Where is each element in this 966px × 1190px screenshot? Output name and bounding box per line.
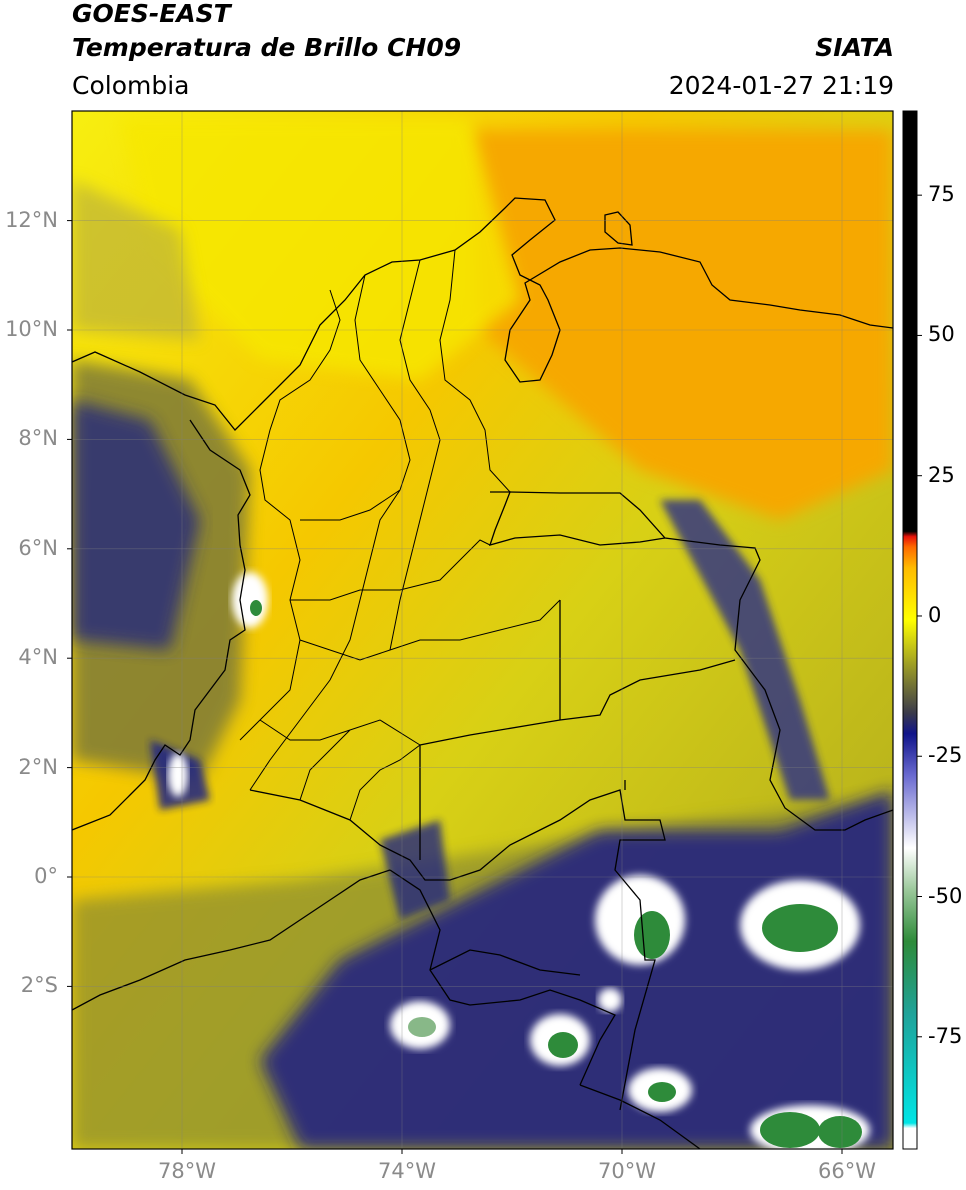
cold-core bbox=[250, 600, 262, 616]
axis-ticks bbox=[67, 220, 843, 1154]
border-peru-brazil bbox=[579, 1084, 701, 1149]
lat-tick-label: 2°N bbox=[18, 754, 58, 779]
upper-yellow-band bbox=[120, 118, 520, 380]
cold-core bbox=[818, 1116, 862, 1148]
lon-tick-label: 78°W bbox=[158, 1159, 216, 1183]
lon-tick-label: 66°W bbox=[818, 1159, 876, 1183]
lon-tick-label: 70°W bbox=[598, 1159, 656, 1183]
cold-core bbox=[548, 1032, 578, 1058]
cold-core bbox=[648, 1082, 676, 1102]
colorbar-tick-label: -50 bbox=[928, 883, 963, 908]
coastline-caribbean bbox=[72, 197, 893, 431]
border-ecuador-peru bbox=[72, 869, 391, 1011]
nw-olive-haze bbox=[72, 180, 200, 340]
lat-tick-label: 8°N bbox=[18, 426, 58, 451]
graticule bbox=[72, 111, 893, 1149]
border-south bbox=[249, 789, 666, 1111]
map-frame bbox=[71, 110, 894, 1150]
lat-tick-label: 0° bbox=[34, 864, 58, 888]
colorbar-tick-label: 50 bbox=[928, 322, 955, 347]
border-amazon bbox=[429, 949, 581, 976]
coastline-pacific bbox=[72, 419, 251, 831]
dept-lines bbox=[239, 249, 561, 821]
colorbar-tick-label: -25 bbox=[928, 743, 963, 768]
colorbar-tick-label: 75 bbox=[928, 182, 955, 207]
cold-core bbox=[760, 1112, 820, 1148]
cold-core bbox=[408, 1017, 436, 1037]
lat-tick-label: 4°N bbox=[18, 645, 58, 670]
southern-navy bbox=[260, 790, 893, 1149]
colorbar-tick-label: 25 bbox=[928, 462, 955, 487]
lat-tick-label: 2°S bbox=[20, 973, 58, 998]
lat-tick-label: 12°N bbox=[5, 207, 58, 232]
region-label: Colombia bbox=[72, 71, 190, 100]
datetime-label: 2024-01-27 21:19 bbox=[668, 71, 894, 100]
coastline-paraguana bbox=[604, 211, 633, 246]
cold-core bbox=[634, 911, 670, 959]
borders bbox=[72, 197, 893, 1149]
western-cloud-navy bbox=[72, 400, 200, 650]
lat-tick-label: 10°N bbox=[5, 317, 58, 341]
colorbar-ticks bbox=[917, 194, 922, 1038]
title-product: Temperatura de Brillo CH09 bbox=[72, 33, 462, 62]
cold-core bbox=[598, 988, 622, 1012]
colorbar-tick-label: -75 bbox=[928, 1023, 963, 1048]
cold-core bbox=[232, 572, 268, 628]
cold-core bbox=[168, 753, 188, 797]
border-peru-colombia bbox=[389, 869, 616, 1086]
warm-region bbox=[470, 130, 893, 520]
title-org: SIATA bbox=[815, 33, 894, 62]
lon-tick-label: 74°W bbox=[378, 1159, 436, 1183]
central-navy bbox=[380, 820, 450, 920]
venezuela-cloud-band bbox=[660, 500, 830, 800]
cold-core bbox=[762, 904, 838, 952]
border-inland-1 bbox=[419, 659, 736, 746]
border-inner-1 bbox=[488, 491, 666, 546]
colorbar bbox=[902, 110, 918, 1150]
title-satellite: GOES-EAST bbox=[72, 0, 231, 28]
colorbar-tick-label: 0 bbox=[928, 602, 942, 627]
lat-tick-label: 6°N bbox=[18, 535, 58, 560]
border-colombia-venezuela bbox=[509, 491, 893, 831]
